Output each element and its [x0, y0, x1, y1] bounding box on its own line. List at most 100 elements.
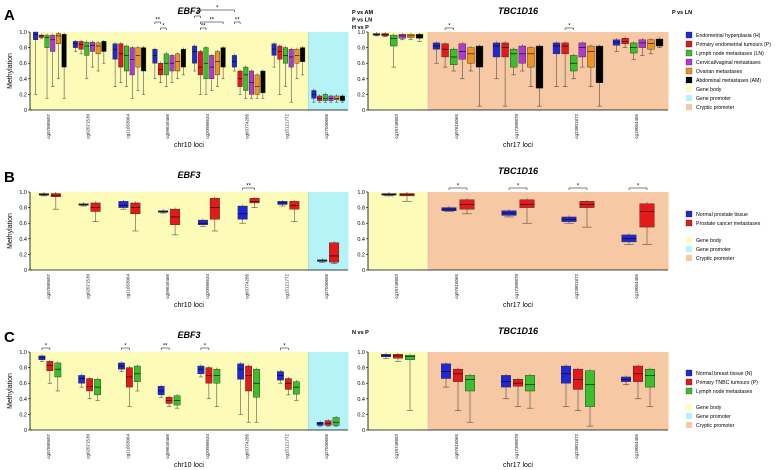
- legend-swatch: [685, 378, 693, 386]
- box: [46, 361, 54, 371]
- y-tick-label: 0.8: [19, 46, 27, 52]
- box: [135, 47, 141, 68]
- x-tick-label: cg15121772: [284, 114, 289, 139]
- comparison-label: P vs LN: [352, 18, 372, 24]
- significance-stars: *: [457, 184, 460, 190]
- x-axis-label: chr17 loci: [503, 142, 533, 149]
- box: [595, 45, 604, 83]
- significance-bracket: [564, 27, 574, 30]
- box: [638, 39, 646, 48]
- box: [527, 47, 535, 68]
- box: [441, 363, 452, 379]
- significance-bracket: [628, 187, 648, 190]
- box: [209, 198, 220, 220]
- box: [518, 45, 526, 64]
- legend-swatch: [686, 255, 692, 261]
- chart-title: EBF3: [177, 330, 200, 340]
- significance-bracket: [200, 9, 235, 12]
- box: [322, 94, 328, 101]
- legend-swatch: [686, 404, 692, 410]
- significance-stars: **: [209, 18, 214, 24]
- significance-bracket: [508, 187, 528, 190]
- legend-entry: Gene promoter: [696, 247, 731, 253]
- region-background: [149, 352, 190, 430]
- x-axis-label: chr10 loci: [174, 462, 204, 469]
- box: [390, 34, 398, 47]
- box: [197, 219, 208, 225]
- box: [260, 70, 266, 94]
- significance-bracket: [121, 347, 130, 350]
- y-tick-label: 0.4: [357, 77, 365, 83]
- x-axis-label: chr17 loci: [503, 462, 533, 469]
- x-tick-label: cg02071530: [86, 274, 91, 299]
- x-tick-label: cg07618065: [454, 114, 459, 139]
- comparison-label: H vs P: [352, 25, 369, 31]
- box: [398, 34, 406, 39]
- box: [90, 202, 101, 212]
- legend-entry: Cryptic promoter: [696, 105, 735, 111]
- legend-swatch: [686, 104, 692, 110]
- chart-title: TBC1D16: [498, 166, 539, 176]
- y-tick-label: 0.4: [19, 237, 27, 243]
- x-tick-label: cg11663064: [125, 274, 130, 299]
- x-tick-label: cg15121772: [284, 434, 289, 459]
- y-tick-label: 0: [24, 268, 27, 274]
- y-axis-label: Methylation: [7, 213, 14, 249]
- box: [621, 38, 629, 44]
- y-tick-label: 0.2: [357, 252, 365, 258]
- x-tick-label: cg09649466: [165, 114, 170, 139]
- legend-panel-a: Endometrial hyperplasia (H) Primary endom…: [685, 31, 771, 84]
- significance-bracket: [41, 347, 51, 350]
- y-tick-label: 1.0: [19, 30, 27, 36]
- x-tick-label: cg23801872: [574, 114, 579, 139]
- legend-swatch: [685, 369, 693, 377]
- significance-stars: **: [155, 18, 160, 24]
- legend-entry: Normal breast tissue (N): [696, 371, 752, 377]
- y-tick-label: 0.6: [357, 381, 365, 387]
- y-tick-label: 0.6: [357, 221, 365, 227]
- x-tick-label: cg17308878: [514, 434, 519, 459]
- box: [44, 34, 50, 48]
- chart-title: EBF3: [177, 6, 200, 16]
- significance-stars: **: [235, 18, 240, 24]
- x-tick-label: cg11663064: [125, 114, 130, 139]
- x-tick-label: cg03774288: [245, 434, 250, 459]
- y-tick-label: 0.8: [357, 206, 365, 212]
- region-background: [69, 192, 110, 270]
- legend-panel-b: Normal prostate tissue Prostate cancer me…: [685, 210, 761, 227]
- significance-stars: *: [162, 24, 165, 30]
- box: [213, 368, 221, 384]
- box: [192, 45, 198, 64]
- box: [271, 43, 277, 56]
- x-tick-label: cg23801872: [574, 434, 579, 459]
- y-tick-label: 0.4: [19, 397, 27, 403]
- y-tick-label: 0.4: [19, 77, 27, 83]
- box: [324, 420, 332, 426]
- box: [329, 242, 340, 263]
- significance-bracket: [234, 21, 241, 24]
- legend-entry: Gene body: [696, 238, 722, 244]
- box: [300, 47, 306, 62]
- box: [237, 363, 245, 380]
- chart-title: EBF3: [177, 170, 200, 180]
- x-tick-label: cg27030606: [324, 274, 329, 299]
- significance-bracket: [154, 21, 161, 24]
- region-background: [228, 192, 269, 270]
- x-tick-label: cg07880607: [46, 114, 51, 139]
- x-tick-label: cg02071530: [86, 434, 91, 459]
- y-tick-label: 1.0: [357, 30, 365, 36]
- box: [125, 367, 133, 388]
- box: [50, 34, 56, 52]
- chart-title: TBC1D16: [498, 326, 539, 336]
- box: [277, 371, 284, 381]
- legend-swatch: [685, 58, 693, 66]
- box: [141, 47, 147, 72]
- x-tick-label: cg03774288: [245, 114, 250, 139]
- box: [118, 201, 129, 208]
- region-background: [428, 192, 489, 270]
- legend-swatch: [685, 219, 693, 227]
- box: [501, 375, 512, 388]
- comparison-label: N vs P: [352, 330, 369, 336]
- legend-entry: Cervical/vaginal metastases: [696, 60, 761, 66]
- panel-letter: C: [4, 329, 15, 346]
